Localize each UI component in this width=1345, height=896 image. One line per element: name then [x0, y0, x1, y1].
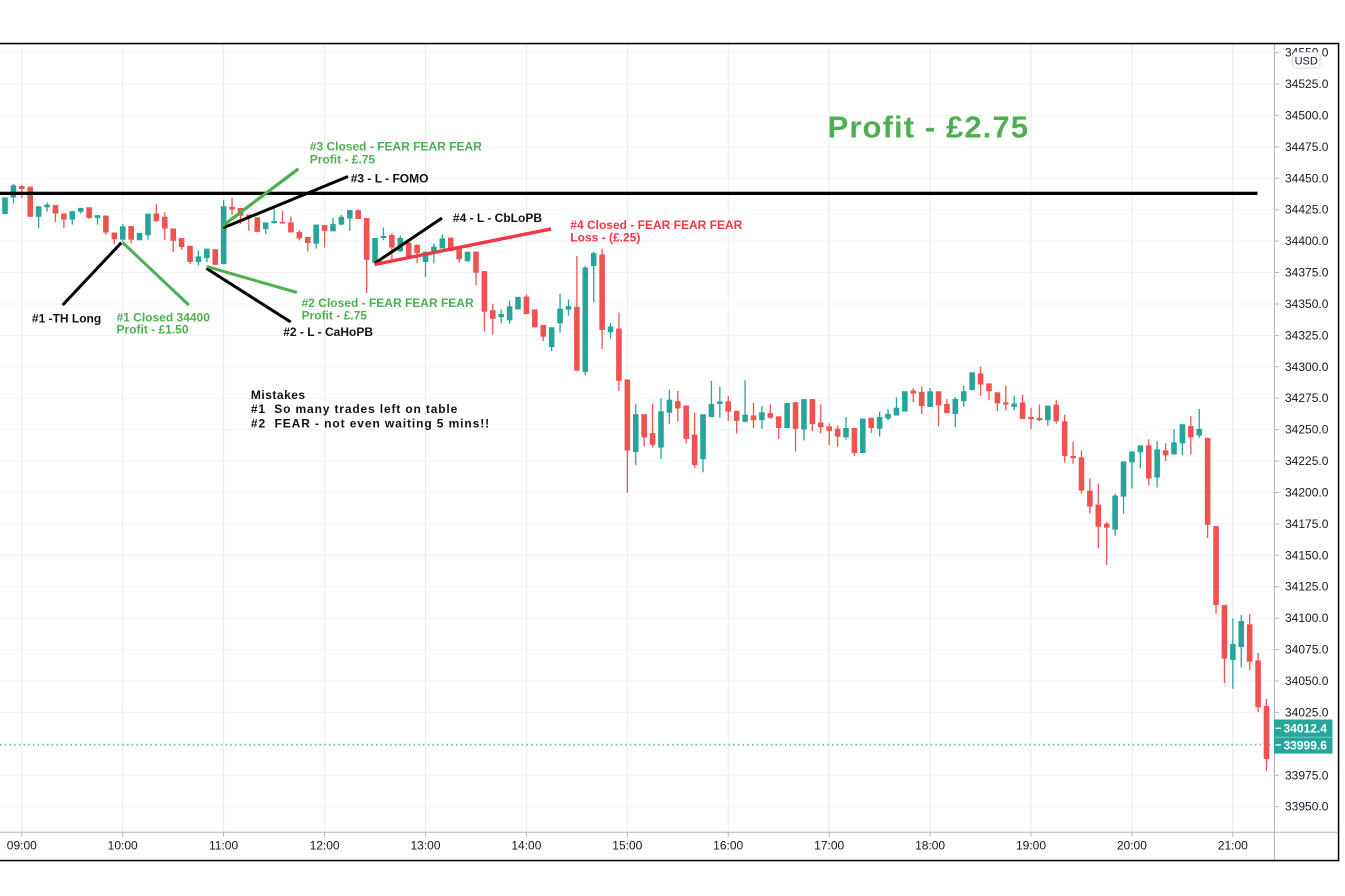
svg-text:34100.0: 34100.0 [1285, 611, 1329, 625]
svg-text:34125.0: 34125.0 [1285, 580, 1329, 594]
svg-text:15:00: 15:00 [612, 839, 642, 853]
svg-text:USD: USD [1295, 55, 1318, 67]
svg-text:#2 - L - CaHoPB: #2 - L - CaHoPB [283, 325, 373, 339]
svg-text:34500.0: 34500.0 [1285, 108, 1329, 122]
svg-text:34300.0: 34300.0 [1285, 360, 1329, 374]
svg-text:#1 So many trades left on tab: #1 So many trades left on table [251, 402, 458, 416]
svg-text:#3 Closed - FEAR FEAR FEAR: #3 Closed - FEAR FEAR FEAR [310, 140, 482, 154]
svg-text:34450.0: 34450.0 [1285, 171, 1329, 185]
svg-text:Profit - £.75: Profit - £.75 [310, 153, 376, 167]
svg-text:13:00: 13:00 [410, 839, 440, 853]
svg-text:21:00: 21:00 [1218, 839, 1248, 853]
svg-text:#2 Closed - FEAR FEAR FEAR: #2 Closed - FEAR FEAR FEAR [302, 296, 474, 310]
svg-text:34475.0: 34475.0 [1285, 140, 1329, 154]
svg-text:34025.0: 34025.0 [1285, 705, 1329, 719]
svg-text:34250.0: 34250.0 [1285, 423, 1329, 437]
svg-text:34350.0: 34350.0 [1285, 297, 1329, 311]
svg-text:Loss - (£.25): Loss - (£.25) [570, 230, 640, 244]
svg-text:Profit - £.75: Profit - £.75 [302, 308, 368, 322]
svg-text:18:00: 18:00 [915, 839, 945, 853]
svg-text:19:00: 19:00 [1016, 839, 1046, 853]
svg-text:Mistakes: Mistakes [251, 388, 306, 402]
svg-text:Profit - £1.50: Profit - £1.50 [117, 322, 189, 336]
svg-text:#1 -TH Long: #1 -TH Long [32, 311, 101, 325]
svg-text:17:00: 17:00 [814, 839, 844, 853]
svg-text:34275.0: 34275.0 [1285, 391, 1329, 405]
svg-text:10:00: 10:00 [108, 839, 138, 853]
svg-text:34325.0: 34325.0 [1285, 328, 1329, 342]
svg-text:#3 - L - FOMO: #3 - L - FOMO [351, 171, 429, 185]
svg-text:34525.0: 34525.0 [1285, 77, 1329, 91]
svg-text:#1 Closed 34400: #1 Closed 34400 [117, 311, 211, 325]
svg-text:34425.0: 34425.0 [1285, 203, 1329, 217]
svg-text:34050.0: 34050.0 [1285, 674, 1329, 688]
svg-text:34225.0: 34225.0 [1285, 454, 1329, 468]
svg-text:34150.0: 34150.0 [1285, 548, 1329, 562]
svg-text:34012.4: 34012.4 [1284, 722, 1328, 736]
svg-text:#4 - L - CbLoPB: #4 - L - CbLoPB [453, 211, 542, 225]
svg-text:12:00: 12:00 [310, 839, 340, 853]
svg-text:33975.0: 33975.0 [1285, 768, 1329, 782]
svg-text:34175.0: 34175.0 [1285, 517, 1329, 531]
svg-text:33950.0: 33950.0 [1285, 800, 1329, 814]
svg-text:14:00: 14:00 [511, 839, 541, 853]
svg-text:20:00: 20:00 [1117, 839, 1147, 853]
svg-text:33999.6: 33999.6 [1284, 739, 1328, 753]
svg-text:34200.0: 34200.0 [1285, 486, 1329, 500]
svg-text:09:00: 09:00 [7, 839, 37, 853]
svg-text:34400.0: 34400.0 [1285, 234, 1329, 248]
svg-text:#4 Closed - FEAR FEAR FEAR: #4 Closed - FEAR FEAR FEAR [570, 218, 742, 232]
svg-text:#2 FEAR - not even waiting 5: #2 FEAR - not even waiting 5 mins!! [251, 417, 490, 431]
svg-text:11:00: 11:00 [209, 839, 238, 853]
svg-text:34075.0: 34075.0 [1285, 643, 1329, 657]
svg-text:16:00: 16:00 [713, 839, 743, 853]
svg-text:34375.0: 34375.0 [1285, 266, 1329, 280]
svg-text:Profit - £2.75: Profit - £2.75 [828, 110, 1029, 145]
